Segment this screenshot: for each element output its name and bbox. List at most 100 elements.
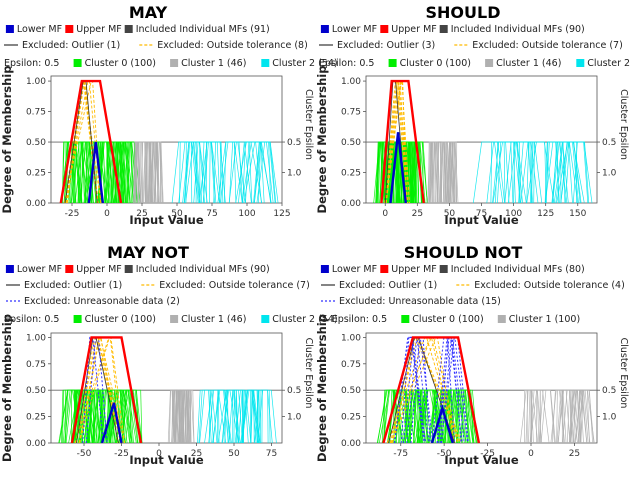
legend-item-0-1-swatch bbox=[380, 265, 389, 273]
legend-item-0-2-label: Included Individual MFs (91) bbox=[136, 24, 270, 35]
x-tick-label: 50 bbox=[444, 209, 456, 219]
legend-item-0-2-swatch bbox=[124, 25, 133, 33]
x-tick-label: 25 bbox=[136, 209, 147, 219]
panel-title: MAY bbox=[129, 3, 168, 22]
secondary-axis-label: Cluster Epsilon bbox=[618, 338, 629, 409]
cluster-1-mf bbox=[530, 389, 541, 443]
y-tick-label: 0.75 bbox=[26, 108, 46, 118]
legend-item-2-2-swatch bbox=[485, 59, 494, 67]
cluster-1-mf bbox=[452, 141, 458, 203]
y-tick-label: 1.00 bbox=[341, 77, 361, 87]
cluster-2-mf bbox=[560, 141, 577, 203]
epsilon-label: Epsilon: 0.5 bbox=[332, 314, 387, 325]
legend-item-3-1-label: Cluster 0 (100) bbox=[85, 314, 156, 325]
cluster-1-mf bbox=[134, 141, 141, 203]
x-tick-label: 100 bbox=[238, 209, 255, 219]
x-tick-label: 0 bbox=[528, 449, 534, 459]
cluster-2-mf bbox=[228, 141, 252, 203]
excluded-unreasonable-mf bbox=[400, 336, 426, 443]
excluded-tolerance-mf bbox=[79, 336, 119, 443]
excluded-tolerance-mf bbox=[385, 80, 408, 203]
legend-item-2-3-swatch bbox=[261, 59, 270, 67]
legend-item-0-0-swatch bbox=[5, 265, 14, 273]
legend-item-0-0-swatch bbox=[5, 25, 14, 33]
lower-mf-line bbox=[430, 404, 454, 443]
y-axis-label: Degree of Membership bbox=[0, 314, 14, 462]
legend-item-2-3-label: Cluster 2 (54) bbox=[272, 58, 337, 69]
excluded-tolerance-mf bbox=[384, 80, 409, 203]
x-axis-label: Input Value bbox=[444, 453, 519, 467]
cluster-1-mf bbox=[182, 389, 190, 443]
legend-item-1-1-label: Excluded: Outside tolerance (4) bbox=[474, 280, 625, 291]
upper-mf-line bbox=[382, 336, 481, 443]
sec-tick-label: 0.5 bbox=[287, 386, 301, 396]
y-tick-label: 0.50 bbox=[26, 386, 46, 396]
excluded-unreasonable-mf bbox=[437, 336, 465, 443]
excluded-unreasonable-mf bbox=[436, 336, 463, 443]
legend-item-0-0-label: Lower MF bbox=[17, 24, 62, 35]
lower-mf-line bbox=[389, 132, 407, 203]
panel-title: SHOULD NOT bbox=[404, 243, 523, 262]
sec-tick-label: 0.5 bbox=[602, 386, 616, 396]
legend-item-0-0-label: Lower MF bbox=[332, 24, 377, 35]
plot-area: 0.00 0.25 0.50 0.75 1.00 -50 -25 0 25 50 75 0.5 1.0 bbox=[26, 332, 302, 459]
sec-tick-label: 1.0 bbox=[287, 413, 302, 423]
plot-area: 0.00 0.25 0.50 0.75 1.00 -25 0 25 50 75 100 125 0.5 1… bbox=[26, 75, 302, 219]
y-tick-label: 0.75 bbox=[26, 360, 46, 370]
cluster-0-mf bbox=[433, 389, 444, 443]
x-tick-label: -25 bbox=[65, 209, 80, 219]
x-tick-label: -75 bbox=[393, 449, 408, 459]
legend-item-0-0-label: Lower MF bbox=[332, 264, 377, 275]
cluster-2-mf bbox=[257, 389, 269, 443]
x-axis-label: Input Value bbox=[129, 453, 204, 467]
legend-item-2-2-label: Cluster 1 (46) bbox=[496, 58, 561, 69]
cluster-1-mf bbox=[139, 141, 146, 203]
legend-item-0-2-swatch bbox=[439, 265, 448, 273]
cluster-0-mf bbox=[62, 389, 77, 443]
y-tick-label: 0.25 bbox=[26, 169, 46, 179]
legend-item-3-1-label: Cluster 0 (100) bbox=[412, 314, 483, 325]
x-tick-label: 75 bbox=[476, 209, 487, 219]
x-tick-label: -25 bbox=[114, 449, 129, 459]
excluded-tolerance-mf bbox=[390, 336, 456, 443]
x-tick-label: 50 bbox=[228, 449, 240, 459]
legend-item-0-1-label: Upper MF bbox=[76, 24, 121, 35]
secondary-axis-label: Cluster Epsilon bbox=[303, 338, 314, 409]
y-axis-label: Degree of Membership bbox=[315, 66, 329, 214]
cluster-0-mf bbox=[97, 141, 117, 203]
legend-item-0-2-label: Included Individual MFs (90) bbox=[451, 24, 585, 35]
x-tick-label: -50 bbox=[77, 449, 92, 459]
cluster-1-mf bbox=[178, 389, 184, 443]
cluster-1-mf bbox=[189, 389, 195, 443]
x-tick-label: 150 bbox=[569, 209, 586, 219]
cluster-1-mf bbox=[551, 389, 567, 443]
panel-may: MAY Lower MF Upper MF Included Individual M… bbox=[0, 3, 338, 227]
x-tick-label: 25 bbox=[569, 449, 580, 459]
legend-item-2-3-swatch bbox=[576, 59, 585, 67]
cluster-1-mf bbox=[142, 141, 152, 203]
cluster-0-mf bbox=[409, 141, 417, 203]
cluster-2-mf bbox=[472, 141, 504, 203]
legend-item-0-0-swatch bbox=[320, 25, 329, 33]
legend-item-1-0-label: Excluded: Outlier (1) bbox=[22, 40, 120, 51]
cluster-1-mf bbox=[174, 389, 178, 443]
legend-item-0-1-label: Upper MF bbox=[391, 24, 436, 35]
cluster-2-mf bbox=[198, 141, 220, 203]
legend-item-0-2-label: Included Individual MFs (90) bbox=[136, 264, 270, 275]
excluded-tolerance-mf bbox=[391, 336, 456, 443]
y-axis-label: Degree of Membership bbox=[0, 66, 14, 214]
cluster-1-mf bbox=[167, 389, 175, 443]
y-tick-label: 0.75 bbox=[341, 108, 361, 118]
cluster-2-mf bbox=[199, 389, 218, 443]
data-layer bbox=[51, 79, 282, 203]
legend-item-0-1-swatch bbox=[65, 25, 74, 33]
panel-title: MAY NOT bbox=[107, 243, 189, 262]
cluster-2-mf bbox=[241, 389, 261, 443]
cluster-1-mf bbox=[429, 141, 438, 203]
y-tick-label: 0.50 bbox=[341, 138, 361, 148]
x-tick-label: 0 bbox=[382, 209, 388, 219]
sec-tick-label: 0.5 bbox=[287, 138, 301, 148]
sec-tick-label: 1.0 bbox=[287, 169, 302, 179]
excluded-tolerance-mf bbox=[67, 80, 98, 203]
